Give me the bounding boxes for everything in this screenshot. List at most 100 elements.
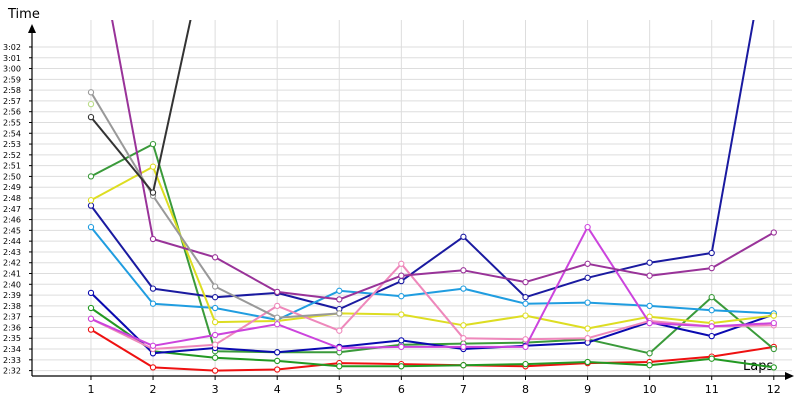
- data-point: [708, 294, 715, 301]
- y-tick-label: 2:42: [3, 259, 21, 268]
- data-point: [708, 355, 715, 362]
- y-tick-label: 2:39: [3, 291, 21, 300]
- data-point: [646, 272, 653, 279]
- data-point: [584, 335, 591, 342]
- data-point: [770, 312, 777, 319]
- data-point: [398, 343, 405, 351]
- y-tick-label: 3:02: [3, 43, 21, 52]
- data-point: [211, 254, 219, 261]
- data-point: [336, 310, 343, 317]
- y-ticks: 2:32 2:33 2:34 2:35 2:362:37 2:38 2:39 2:402:41…: [3, 43, 21, 376]
- series-9: [87, 223, 777, 352]
- data-point: [708, 249, 715, 257]
- x-tick-label: 2: [150, 383, 157, 396]
- data-point: [149, 163, 157, 170]
- data-point: [149, 235, 157, 243]
- y-tick-label: 2:54: [3, 129, 21, 138]
- y-tick-label: 2:58: [3, 86, 21, 95]
- data-point: [646, 302, 653, 310]
- x-tick-label: 5: [336, 383, 343, 396]
- x-ticks: 1 2 3 4 5 6 7 8 9 10 11 12: [87, 383, 780, 396]
- x-tick-label: 12: [767, 383, 781, 396]
- x-tick-label: 1: [87, 383, 94, 396]
- data-point: [460, 267, 467, 274]
- axes: Time Laps: [7, 7, 794, 380]
- data-point: [646, 319, 653, 327]
- data-point: [398, 293, 405, 300]
- data-point: [584, 299, 591, 306]
- series-line: [90, 262, 774, 350]
- data-point: [149, 140, 157, 148]
- y-tick-label: 3:00: [3, 65, 21, 74]
- data-point: [646, 350, 653, 357]
- data-point: [584, 223, 591, 231]
- data-point: [460, 322, 467, 329]
- data-point: [87, 289, 95, 297]
- y-tick-label: 2:45: [3, 226, 21, 235]
- series-7: [87, 163, 777, 332]
- y-axis-title: Time: [7, 7, 40, 22]
- y-tick-label: 2:40: [3, 280, 21, 289]
- x-axis-arrow: [785, 372, 794, 380]
- y-tick-label: 2:36: [3, 323, 21, 332]
- data-point: [522, 343, 529, 351]
- series-12: [87, 20, 192, 196]
- data-point: [522, 360, 529, 368]
- series-line: [90, 328, 774, 372]
- y-tick-label: 2:33: [3, 356, 21, 365]
- data-point: [460, 335, 467, 342]
- x-tick-label: 3: [212, 383, 219, 396]
- y-tick-label: 2:48: [3, 194, 21, 203]
- data-point: [708, 332, 715, 340]
- x-tick-label: 8: [522, 383, 529, 396]
- y-tick-label: 2:53: [3, 140, 21, 149]
- data-point: [708, 323, 715, 330]
- x-axis-title: Laps: [743, 359, 773, 374]
- data-point: [336, 287, 343, 294]
- data-point: [584, 358, 591, 366]
- data-point: [87, 89, 95, 96]
- y-tick-label: 2:43: [3, 248, 21, 257]
- data-point: [646, 259, 653, 266]
- series-line: [90, 226, 774, 321]
- series-10: [111, 20, 777, 303]
- grid: [29, 20, 792, 380]
- y-tick-label: 2:34: [3, 345, 21, 354]
- data-point: [149, 189, 157, 196]
- x-tick-label: 11: [705, 383, 719, 396]
- y-tick-label: 2:32: [3, 367, 21, 376]
- y-axis-arrow: [28, 24, 36, 33]
- data-point: [87, 326, 95, 333]
- series-line: [111, 20, 775, 301]
- data-point: [336, 344, 343, 352]
- data-point: [87, 100, 95, 108]
- y-tick-label: 3:01: [3, 54, 21, 63]
- y-tick-label: 2:55: [3, 118, 21, 127]
- data-point: [398, 260, 405, 267]
- data-point: [584, 325, 591, 332]
- data-point: [274, 321, 281, 328]
- x-tick-label: 7: [460, 383, 467, 396]
- series-line: [90, 165, 774, 330]
- data-point: [274, 314, 281, 321]
- data-point: [87, 113, 95, 121]
- data-point: [87, 315, 95, 322]
- data-point: [522, 300, 529, 307]
- y-tick-label: 2:44: [3, 237, 21, 246]
- data-point: [87, 304, 95, 312]
- data-point: [274, 357, 281, 365]
- data-point: [274, 349, 281, 356]
- y-tick-label: 2:35: [3, 334, 21, 343]
- data-point: [87, 197, 95, 204]
- data-point: [584, 274, 591, 281]
- data-point: [398, 337, 405, 344]
- x-tick-label: 10: [643, 383, 657, 396]
- data-point: [398, 311, 405, 318]
- x-tick-label: 6: [398, 383, 405, 396]
- y-tick-label: 2:38: [3, 302, 21, 311]
- y-tick-label: 2:56: [3, 108, 21, 117]
- data-point: [211, 318, 219, 326]
- y-tick-label: 2:57: [3, 97, 21, 106]
- data-point: [211, 294, 219, 301]
- data-point: [87, 223, 95, 231]
